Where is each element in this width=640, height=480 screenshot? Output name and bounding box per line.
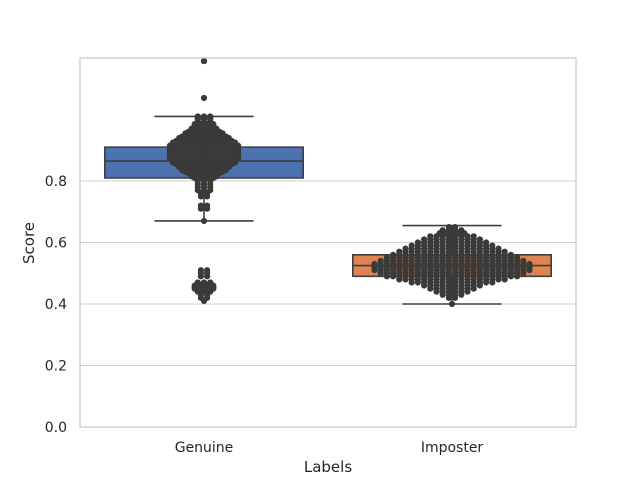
swarm-point xyxy=(445,294,452,301)
swarm-point xyxy=(204,205,211,212)
swarm-point xyxy=(470,285,477,292)
swarm-point xyxy=(476,282,483,289)
swarm-point xyxy=(448,300,456,308)
swarm-point xyxy=(204,193,211,200)
swarm-point xyxy=(377,270,384,277)
swarm-point xyxy=(197,273,204,280)
swarm-point xyxy=(197,193,204,200)
swarm-point xyxy=(371,267,378,274)
swarm-point xyxy=(200,57,208,65)
swarm-point xyxy=(200,297,208,305)
y-tick-label: 0.2 xyxy=(45,359,67,375)
x-tick-label: Genuine xyxy=(175,440,234,456)
swarm-point xyxy=(204,273,211,280)
y-tick-label: 0.4 xyxy=(45,297,67,313)
swarm-point xyxy=(501,276,508,283)
swarm-point xyxy=(464,288,471,295)
x-tick-label: Imposter xyxy=(421,440,484,456)
swarm-point xyxy=(489,279,496,286)
swarm-point xyxy=(452,294,459,301)
y-tick-label: 0.8 xyxy=(45,174,67,190)
swarm-point xyxy=(390,273,397,280)
y-tick-label: 0.6 xyxy=(45,236,67,252)
y-tick-label: 0.0 xyxy=(45,420,67,436)
swarm-point xyxy=(439,291,446,298)
swarm-point xyxy=(526,267,533,274)
swarm-point xyxy=(408,279,415,286)
swarm-point xyxy=(200,94,208,102)
plot-frame xyxy=(79,57,577,428)
swarm-point xyxy=(514,273,521,280)
swarm-point xyxy=(200,217,208,225)
swarm-point xyxy=(414,279,421,286)
swarm-point xyxy=(383,273,390,280)
swarm-point xyxy=(402,276,409,283)
swarm-points xyxy=(166,57,533,308)
swarm-point xyxy=(507,273,514,280)
swarm-point xyxy=(433,288,440,295)
y-tick-labels: 0.0 0.2 0.4 0.6 0.8 xyxy=(45,174,67,436)
swarm-point xyxy=(396,276,403,283)
swarm-point xyxy=(197,205,204,212)
swarm-point xyxy=(495,276,502,283)
swarm-point xyxy=(458,291,465,298)
swarm-point xyxy=(520,270,527,277)
swarm-point xyxy=(421,282,428,289)
swarm-point xyxy=(427,285,434,292)
x-tick-labels: Genuine Imposter xyxy=(175,440,484,456)
x-axis-label: Labels xyxy=(304,458,352,476)
swarm-point xyxy=(483,279,490,286)
y-axis-label: Score xyxy=(20,222,38,264)
